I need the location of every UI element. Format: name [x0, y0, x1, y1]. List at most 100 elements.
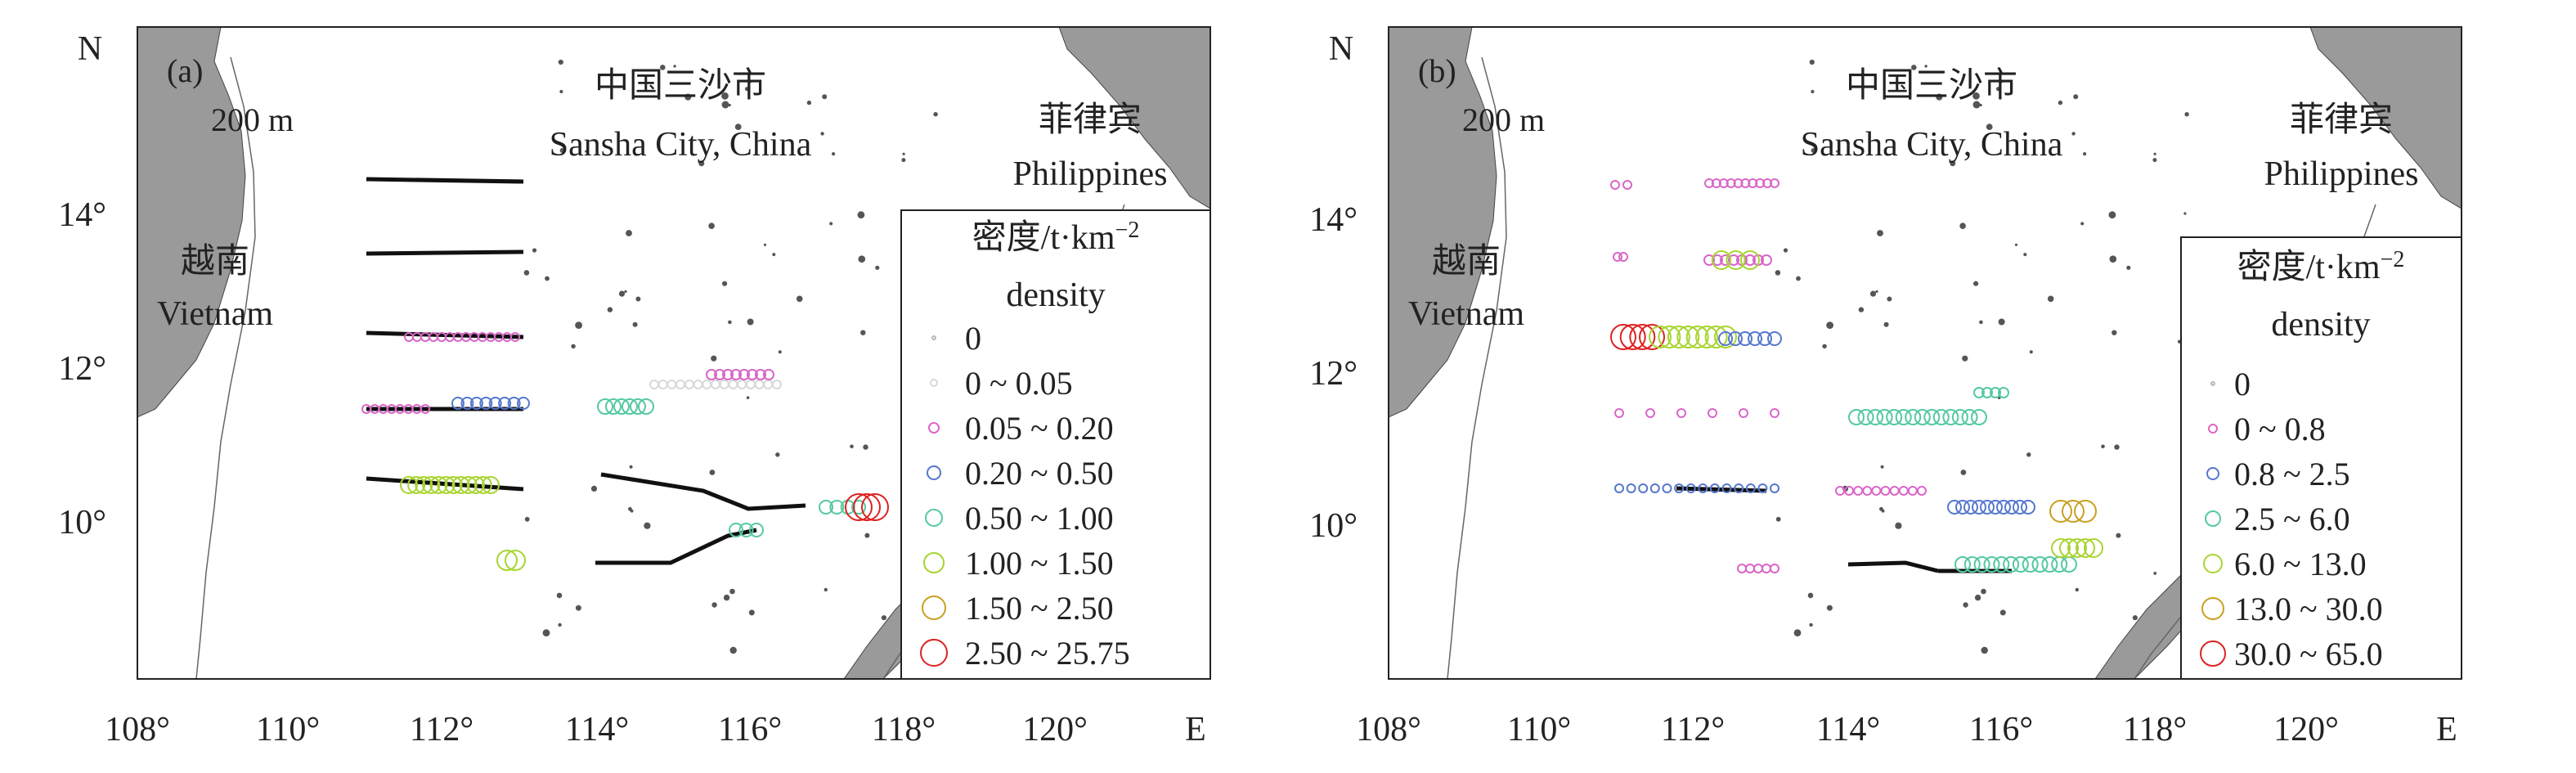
density-marker [1695, 326, 1719, 348]
islet-dot [559, 148, 565, 153]
density-marker [1649, 483, 1660, 493]
legend-marker [2200, 640, 2226, 667]
north-label: N [1329, 30, 1353, 68]
density-marker [1963, 500, 1978, 515]
islet-dot [2116, 533, 2121, 538]
density-marker [675, 380, 686, 389]
density-marker [2012, 556, 2029, 573]
density-marker [1767, 331, 1782, 346]
legend-item-label: 0.8 ~ 2.5 [2234, 456, 2350, 492]
legend-marker [2210, 381, 2215, 386]
density-marker [1738, 331, 1752, 346]
islet-dot [746, 396, 750, 400]
density-marker [657, 380, 668, 389]
islet-dot [796, 295, 803, 303]
sansha-en-label: Sansha City, China [1801, 126, 2063, 164]
density-marker [845, 493, 873, 521]
isobath-200m-west [195, 56, 256, 679]
density-marker [2059, 538, 2079, 558]
islet-dot [2114, 444, 2120, 450]
islet-dot [1963, 602, 1968, 608]
density-marker [1757, 483, 1768, 493]
islet-dot [729, 646, 737, 654]
east-label: E [2436, 711, 2457, 748]
legend-marker [2201, 597, 2224, 620]
density-marker [684, 380, 694, 389]
density-marker [1917, 486, 1927, 496]
islet-dot [772, 253, 776, 257]
density-marker [422, 476, 441, 494]
islet-dot [2108, 211, 2116, 219]
density-marker [1726, 178, 1736, 188]
islet-dot [1981, 646, 1988, 654]
density-marker [1726, 250, 1746, 270]
islet-dot [1972, 101, 1981, 109]
vietnam-en-label: Vietnam [1408, 295, 1524, 333]
density-marker [622, 398, 638, 415]
x-tick-label: 120° [2273, 711, 2339, 748]
islet-dot [775, 452, 780, 457]
panel-label: (a) [167, 52, 203, 89]
density-marker [2021, 500, 2035, 515]
islet-dot [1869, 290, 1877, 297]
density-marker [1753, 564, 1763, 573]
density-marker [1770, 178, 1779, 188]
density-marker [510, 332, 520, 342]
islet-dot [1962, 355, 1968, 362]
density-marker [1981, 387, 1993, 398]
isobath-200m-west [1447, 56, 1507, 679]
density-marker [1876, 409, 1893, 425]
density-marker [1618, 252, 1628, 262]
density-marker [1770, 408, 1779, 418]
islet-dot [1775, 516, 1781, 522]
density-marker [693, 380, 703, 389]
legend-item: 0.20 ~ 0.50 [927, 455, 1114, 492]
legend-a: 密度/t·km−2 density 0 0 ~ 0.05 0.05 ~ 0.20… [900, 209, 1211, 680]
islet-dot [523, 270, 530, 276]
x-tick-label: 114° [1816, 711, 1880, 748]
density-marker [1748, 331, 1762, 346]
islet-dot [829, 222, 833, 226]
islet-dot [1960, 470, 1967, 475]
density-marker [638, 398, 654, 415]
philippines-en-label: Philippines [1012, 155, 1167, 193]
density-marker [719, 380, 729, 389]
density-marker [482, 476, 500, 494]
islet-dot [1875, 290, 1878, 293]
islet-dot [1796, 276, 1801, 281]
islet-dot [860, 330, 866, 335]
islet-dot [747, 318, 754, 326]
north-label: N [78, 30, 102, 68]
density-marker [517, 397, 530, 410]
density-marker [1712, 250, 1731, 270]
density-marker [1761, 254, 1772, 266]
isobath-label: 200 m [211, 101, 294, 138]
density-marker [2004, 500, 2019, 515]
philippines-en-label: Philippines [2264, 155, 2418, 193]
islet-dot [660, 65, 666, 70]
density-markers-b [1610, 178, 2103, 573]
islet-dot [1826, 604, 1833, 611]
x-tick-label: 112° [1661, 711, 1725, 748]
density-marker [853, 493, 881, 521]
islet-dot [1809, 622, 1813, 627]
x-tick-label: 108° [105, 711, 170, 748]
vietnam-en-label: Vietnam [157, 295, 273, 333]
legend-title: 密度/t·km−2 [2237, 247, 2405, 286]
legend-marker [931, 335, 936, 340]
philippines-cn-label: 菲律宾 [2290, 101, 2393, 139]
density-marker [738, 523, 754, 537]
islet-dot [711, 355, 717, 362]
density-marker [729, 523, 743, 537]
islet-dot [875, 265, 880, 270]
density-marker [407, 476, 426, 494]
density-marker [1614, 483, 1624, 493]
islet-dot [901, 158, 906, 163]
density-marker [444, 476, 463, 494]
islet-dot [1807, 592, 1814, 599]
density-marker [1762, 178, 1773, 188]
density-marker [613, 398, 630, 415]
density-marker [1703, 254, 1715, 266]
islet-dot [1981, 588, 1986, 595]
islet-dot [2112, 330, 2117, 335]
